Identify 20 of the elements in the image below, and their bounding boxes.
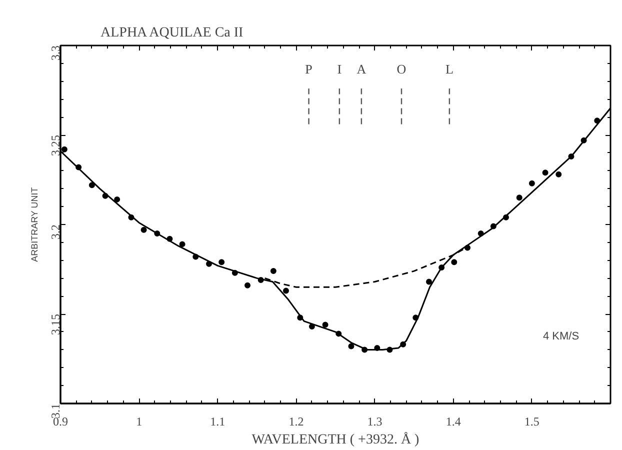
ref-line-label: A <box>356 61 367 76</box>
x-tick-label: 1.4 <box>446 414 461 428</box>
ref-line-label: O <box>396 61 406 76</box>
x-tick-label: 1.3 <box>367 414 382 428</box>
x-tick-label: 1.2 <box>288 414 304 428</box>
x-axis-title: WAVELENGTH ( +3932. Å ) <box>252 432 420 448</box>
y-tick-label: 3.25 <box>48 135 62 156</box>
ref-line-label: L <box>445 61 454 76</box>
x-tick-label: 1 <box>136 414 142 428</box>
ref-line-label: P <box>305 61 312 76</box>
y-tick-label: 3.1 <box>48 404 62 418</box>
y-axis-title: ARBITRARY UNIT <box>30 186 40 262</box>
y-tick-label: 3.15 <box>48 314 62 335</box>
x-tick-label: 1.1 <box>210 414 226 428</box>
annotation: 4 KM/S <box>542 330 580 343</box>
x-tick-label: 1.5 <box>524 414 540 428</box>
y-tick-label: 3.3 <box>48 46 62 60</box>
chart-title: ALPHA AQUILAE Ca II <box>100 26 244 40</box>
ref-line-label: I <box>337 61 342 76</box>
y-tick-label: 3.2 <box>48 224 62 240</box>
